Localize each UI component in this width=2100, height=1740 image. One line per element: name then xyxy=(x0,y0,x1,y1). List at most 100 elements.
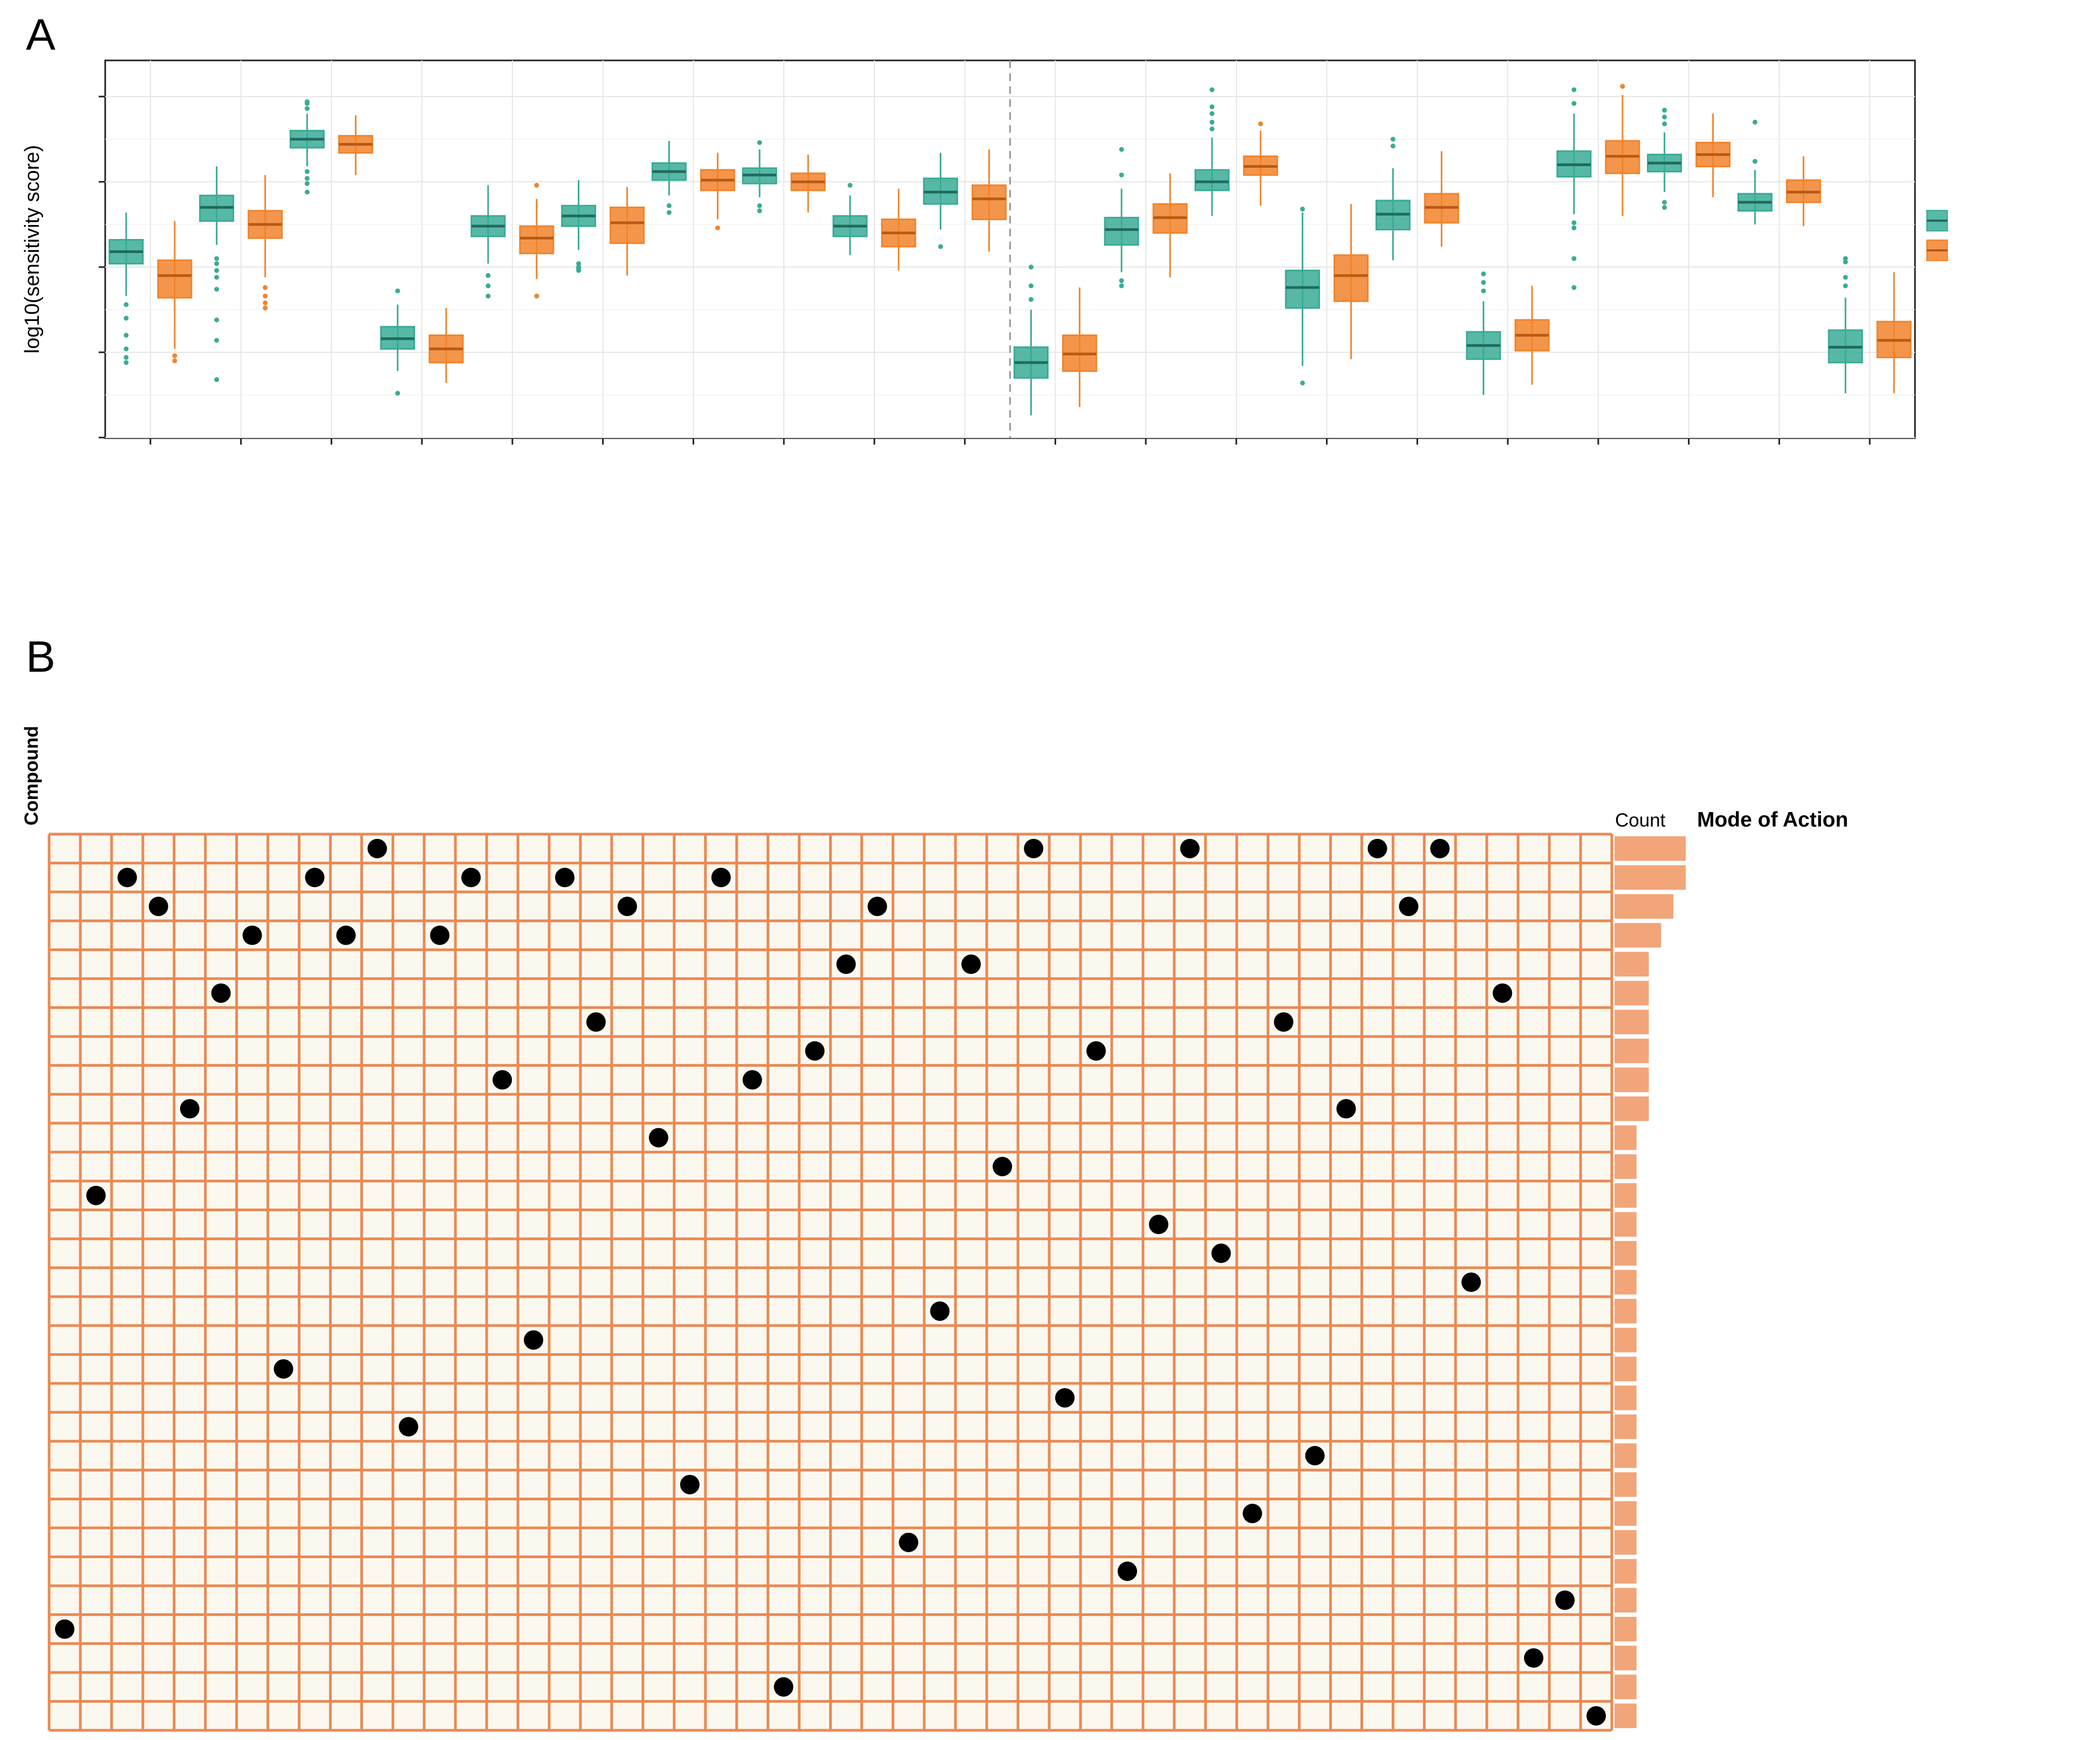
y-axis xyxy=(99,95,105,439)
outlier-point xyxy=(1119,283,1124,289)
outlier-point xyxy=(395,391,400,396)
panel-a-label: A xyxy=(26,10,56,59)
outlier-point xyxy=(1209,104,1215,110)
outlier-point xyxy=(1119,278,1124,283)
legend xyxy=(1926,210,1948,261)
outlier-point xyxy=(1028,297,1034,302)
count-bar xyxy=(1615,1067,1649,1093)
match-dot xyxy=(148,896,168,916)
outlier-point xyxy=(1843,260,1848,265)
outlier-point xyxy=(1481,279,1486,285)
outlier-point xyxy=(124,360,129,365)
count-bar xyxy=(1615,1154,1637,1179)
match-dot xyxy=(1555,1590,1575,1610)
outlier-point xyxy=(1571,101,1577,106)
count-bar xyxy=(1615,1327,1637,1353)
match-dot xyxy=(1180,838,1200,858)
box xyxy=(1285,269,1321,309)
match-dot xyxy=(1024,838,1044,858)
outlier-point xyxy=(304,181,310,186)
outlier-point xyxy=(485,283,491,289)
outlier-point xyxy=(214,317,220,323)
box xyxy=(519,225,555,255)
outlier-point xyxy=(263,285,268,290)
x-axis xyxy=(149,438,1871,445)
count-bar xyxy=(1615,865,1686,890)
outlier-point xyxy=(214,377,220,383)
match-dot xyxy=(117,868,137,888)
count-bar xyxy=(1615,1530,1637,1555)
match-dot xyxy=(1524,1648,1544,1668)
outlier-point xyxy=(1571,225,1577,230)
count-header: Count xyxy=(1615,810,1666,831)
count-bar xyxy=(1615,1501,1637,1526)
count-bar xyxy=(1615,1443,1637,1468)
outlier-point xyxy=(1752,159,1757,164)
outlier-point xyxy=(124,332,129,338)
box xyxy=(1194,169,1230,192)
outlier-point xyxy=(214,286,220,292)
match-dot xyxy=(680,1475,700,1495)
count-bar xyxy=(1615,1212,1637,1237)
match-dot xyxy=(211,983,231,1003)
match-dot xyxy=(1274,1012,1294,1032)
outlier-point xyxy=(847,182,853,188)
match-dot xyxy=(617,896,637,916)
outlier-point xyxy=(1209,126,1215,132)
count-bar xyxy=(1615,1588,1637,1613)
outlier-point xyxy=(1662,200,1667,205)
outlier-point xyxy=(304,99,310,104)
outlier-point xyxy=(395,288,400,294)
count-bar xyxy=(1615,1414,1637,1439)
count-bar xyxy=(1615,1616,1637,1642)
match-dot xyxy=(242,925,262,945)
count-bar xyxy=(1615,1356,1637,1382)
outlier-point xyxy=(1662,107,1667,113)
outlier-point xyxy=(124,316,129,321)
outlier-point xyxy=(1571,220,1577,226)
outlier-point xyxy=(214,268,220,273)
outlier-point xyxy=(1571,285,1577,290)
match-dot xyxy=(461,868,481,888)
outlier-point xyxy=(485,273,491,278)
count-bar xyxy=(1615,1009,1649,1035)
outlier-point xyxy=(1300,380,1305,386)
outlier-point xyxy=(214,338,220,343)
outlier-point xyxy=(1119,147,1124,152)
match-dot xyxy=(742,1070,762,1090)
outlier-point xyxy=(1843,275,1848,280)
outlier-point xyxy=(1209,87,1215,92)
panel-b-label: B xyxy=(26,632,56,681)
count-bar xyxy=(1615,1125,1637,1150)
outlier-point xyxy=(1752,119,1757,125)
count-bar xyxy=(1615,923,1661,948)
match-dot xyxy=(367,838,387,858)
outlier-point xyxy=(1481,271,1486,277)
outlier-point xyxy=(304,189,310,195)
match-dot xyxy=(399,1417,419,1437)
match-dot xyxy=(555,868,575,888)
match-dot xyxy=(836,954,856,974)
outlier-point xyxy=(1028,264,1034,270)
count-bar xyxy=(1615,1386,1637,1410)
outlier-point xyxy=(172,358,177,364)
outlier-point xyxy=(172,353,177,358)
outlier-point xyxy=(1028,283,1034,289)
outlier-point xyxy=(1209,119,1215,125)
outlier-point xyxy=(1620,84,1625,89)
box xyxy=(1104,216,1139,246)
outlier-point xyxy=(214,275,220,280)
outlier-point xyxy=(1481,288,1486,294)
outlier-point xyxy=(1843,256,1848,261)
count-bar xyxy=(1615,1039,1649,1063)
box xyxy=(157,259,193,299)
count-bar xyxy=(1615,980,1649,1006)
outlier-point xyxy=(1390,137,1396,142)
match-dot xyxy=(492,1070,512,1090)
outlier-point xyxy=(715,225,720,230)
outlier-point xyxy=(1843,283,1848,289)
count-bar xyxy=(1615,1096,1649,1121)
match-dot xyxy=(180,1099,200,1119)
match-dot xyxy=(961,954,981,974)
outlier-point xyxy=(263,300,268,305)
